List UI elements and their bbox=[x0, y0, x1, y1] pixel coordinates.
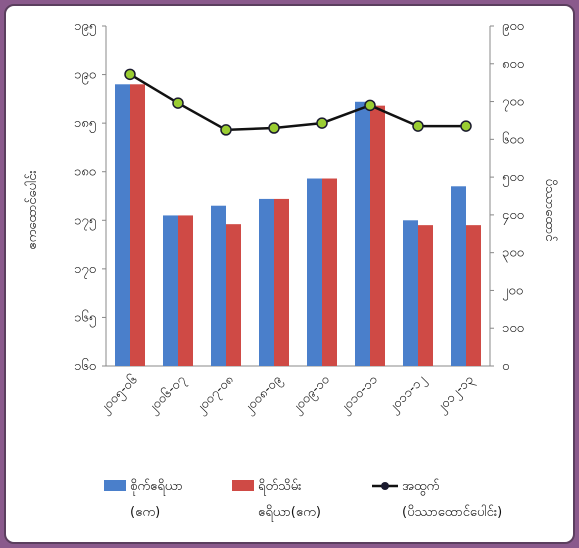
bar-harvested bbox=[226, 224, 241, 366]
point-yield bbox=[364, 99, 376, 112]
x-tick-label: ၂၀၁၂-၁၃ bbox=[433, 372, 478, 417]
bar-planted bbox=[211, 205, 226, 366]
bar-harvested bbox=[274, 198, 289, 366]
x-tick-label: ၂၀၁၀-၁၁ bbox=[337, 372, 383, 418]
right-tick-label: ၄၀၀ bbox=[502, 208, 524, 225]
point-yield bbox=[124, 68, 136, 81]
right-tick-label: ၇၀၀ bbox=[502, 95, 524, 112]
right-tick-label: ၉၀၀ bbox=[502, 19, 524, 36]
point-yield bbox=[412, 120, 424, 132]
bar-planted bbox=[115, 84, 130, 367]
bar-planted bbox=[451, 186, 466, 366]
bar-planted bbox=[259, 198, 274, 366]
right-tick-label: ၀ bbox=[502, 359, 509, 374]
legend-marker-yield bbox=[381, 482, 389, 490]
right-tick-label: ၆၀၀ bbox=[502, 131, 524, 147]
x-tick-label: ၂၀၁၁-၁၂ bbox=[385, 372, 430, 417]
bar-planted bbox=[307, 178, 322, 366]
right-tick-label: ၅၀၀ bbox=[502, 170, 524, 187]
legend-swatch-planted bbox=[104, 480, 126, 491]
bar-planted bbox=[403, 220, 418, 366]
right-axis-title: ပိဿာထောင် bbox=[542, 179, 558, 243]
left-tick-label: ၁၉၀ bbox=[74, 68, 96, 85]
point-yield bbox=[220, 124, 232, 136]
bar-planted bbox=[355, 101, 370, 367]
bar-harvested bbox=[466, 225, 481, 366]
bar-harvested bbox=[370, 105, 385, 367]
legend-label-yield-2: (ပိဿာထောင်ပေါင်း) bbox=[402, 504, 502, 520]
x-tick-label: ၂၀၀၈-၀၉ bbox=[240, 372, 286, 418]
x-tick-label: ၂၀၀၆-၀၇ bbox=[144, 372, 190, 418]
legend-label-harvested-1: ရိတ်သိမ်း bbox=[258, 478, 301, 496]
left-tick-label: ၁၉၅ bbox=[74, 19, 96, 36]
x-tick-label: ၂၀၀၉-၁၀ bbox=[289, 372, 335, 418]
x-tick-label: ၂၀၀၇-၀၈ bbox=[192, 372, 238, 418]
legend-label-planted-2: (ဧက) bbox=[130, 505, 160, 520]
left-tick-label: ၁၆၅ bbox=[74, 309, 96, 327]
line-yield bbox=[129, 73, 466, 132]
point-yield bbox=[316, 117, 328, 129]
x-tick-label: ၂၀၀၅-၀၆ bbox=[96, 372, 142, 418]
left-tick-label: ၁၈၀ bbox=[74, 165, 96, 180]
bar-planted bbox=[163, 215, 178, 366]
legend-label-harvested-2: ဧရိယာ(ဧက) bbox=[258, 504, 321, 522]
right-tick-label: ၂၀၀ bbox=[502, 283, 523, 300]
bar-harvested bbox=[130, 84, 145, 367]
bar-harvested bbox=[418, 225, 433, 366]
bar-harvested bbox=[322, 178, 337, 366]
right-tick-label: ၁၀၀ bbox=[502, 321, 524, 336]
legend: စိုက်ဧရိယာ (ဧက) ရိတ်သိမ်း ဧရိယာ(ဧက) အထွက… bbox=[104, 478, 502, 522]
left-tick-label: ၁၆၀ bbox=[74, 358, 96, 374]
legend-swatch-harvested bbox=[232, 480, 254, 491]
left-tick-label: ၁၇၀ bbox=[74, 262, 96, 279]
right-tick-label: ၃၀၀ bbox=[502, 246, 524, 263]
bar-harvested bbox=[178, 215, 193, 366]
legend-label-planted-1: စိုက်ဧရိယာ bbox=[130, 478, 183, 496]
point-yield bbox=[460, 120, 472, 132]
left-axis-title: ဧကထောင်ပေါင်း bbox=[24, 170, 40, 249]
left-tick-label: ၁၈၅ bbox=[74, 116, 96, 133]
right-tick-label: ၈၀၀ bbox=[502, 57, 524, 72]
legend-label-yield-1: အထွက် bbox=[402, 478, 439, 496]
point-yield bbox=[268, 122, 280, 134]
point-yield bbox=[172, 97, 184, 109]
left-tick-label: ၁၇၅ bbox=[74, 213, 96, 230]
